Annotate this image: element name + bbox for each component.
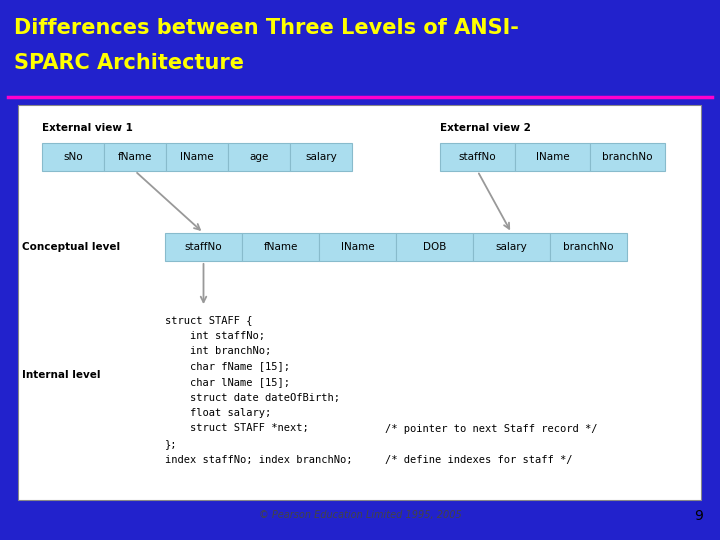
FancyBboxPatch shape (290, 143, 352, 171)
Text: float salary;: float salary; (165, 408, 271, 418)
FancyBboxPatch shape (515, 143, 590, 171)
Text: sNo: sNo (63, 152, 83, 162)
Text: Conceptual level: Conceptual level (22, 242, 120, 252)
Text: struct STAFF {: struct STAFF { (165, 315, 253, 325)
Text: Internal level: Internal level (22, 370, 101, 380)
FancyBboxPatch shape (396, 233, 473, 261)
Text: lName: lName (341, 242, 374, 252)
Text: struct STAFF *next;: struct STAFF *next; (165, 423, 309, 434)
Text: fName: fName (264, 242, 297, 252)
Text: char lName [15];: char lName [15]; (165, 377, 290, 387)
Text: salary: salary (495, 242, 527, 252)
Text: © Pearson Education Limited 1995, 2005: © Pearson Education Limited 1995, 2005 (258, 510, 462, 520)
Text: branchNo: branchNo (602, 152, 653, 162)
FancyBboxPatch shape (319, 233, 396, 261)
FancyBboxPatch shape (440, 143, 515, 171)
Text: External view 1: External view 1 (42, 123, 133, 133)
Text: /* define indexes for staff */: /* define indexes for staff */ (385, 455, 572, 464)
Text: SPARC Architecture: SPARC Architecture (14, 53, 244, 73)
FancyBboxPatch shape (242, 233, 319, 261)
FancyBboxPatch shape (590, 143, 665, 171)
Text: char fName [15];: char fName [15]; (165, 361, 290, 372)
Text: /* pointer to next Staff record */: /* pointer to next Staff record */ (385, 423, 598, 434)
Text: int branchNo;: int branchNo; (165, 346, 271, 356)
Text: lName: lName (536, 152, 570, 162)
FancyBboxPatch shape (18, 105, 701, 500)
Text: lName: lName (180, 152, 214, 162)
Text: int staffNo;: int staffNo; (165, 330, 265, 341)
FancyBboxPatch shape (165, 233, 242, 261)
FancyBboxPatch shape (42, 143, 104, 171)
Text: Differences between Three Levels of ANSI-: Differences between Three Levels of ANSI… (14, 18, 519, 38)
FancyBboxPatch shape (166, 143, 228, 171)
Text: staffNo: staffNo (459, 152, 496, 162)
FancyBboxPatch shape (473, 233, 550, 261)
Text: branchNo: branchNo (563, 242, 613, 252)
FancyBboxPatch shape (550, 233, 627, 261)
FancyBboxPatch shape (228, 143, 290, 171)
Text: struct date dateOfBirth;: struct date dateOfBirth; (165, 393, 340, 402)
Text: staffNo: staffNo (185, 242, 222, 252)
Text: index staffNo; index branchNo;: index staffNo; index branchNo; (165, 455, 353, 464)
Text: salary: salary (305, 152, 337, 162)
Text: 9: 9 (694, 509, 703, 523)
Text: fName: fName (118, 152, 152, 162)
Text: };: }; (165, 439, 178, 449)
Text: External view 2: External view 2 (440, 123, 531, 133)
FancyBboxPatch shape (104, 143, 166, 171)
Text: DOB: DOB (423, 242, 446, 252)
Text: age: age (249, 152, 269, 162)
